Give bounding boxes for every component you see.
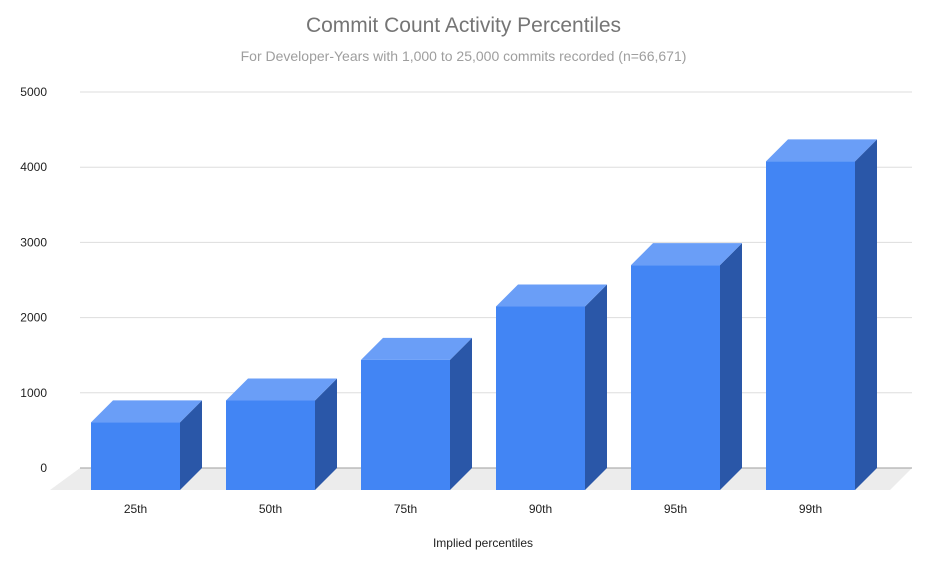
bar-front (226, 400, 315, 490)
y-axis-ticks: 0 1000 2000 3000 4000 5000 (20, 85, 47, 475)
y-tick-label: 0 (40, 461, 47, 475)
y-tick-label: 4000 (20, 160, 47, 174)
bar-25th (91, 400, 202, 490)
y-tick-label: 2000 (20, 311, 47, 325)
bar-top (766, 139, 877, 162)
bar-top (91, 400, 202, 423)
y-tick-label: 1000 (20, 386, 47, 400)
bar-top (496, 284, 607, 307)
bar-side (585, 284, 607, 490)
bar-top (361, 337, 472, 360)
chart-title: Commit Count Activity Percentiles (305, 14, 622, 37)
x-axis-ticks: 25th 50th 75th 90th 95th 99th (124, 502, 822, 516)
bar-front (631, 265, 720, 490)
bar-75th (361, 337, 472, 490)
bar-front (91, 422, 180, 490)
bar-top (226, 378, 337, 401)
bar-side (855, 139, 877, 490)
y-tick-label: 3000 (20, 235, 47, 249)
bar-95th (631, 243, 742, 490)
bar-top (631, 243, 742, 266)
bars (91, 139, 877, 490)
bar-99th (766, 139, 877, 490)
x-tick-label: 99th (799, 502, 822, 516)
bar-front (361, 359, 450, 490)
bar-50th (226, 378, 337, 490)
x-tick-label: 95th (664, 502, 687, 516)
bar-side (720, 243, 742, 490)
x-tick-label: 75th (394, 502, 417, 516)
bar-side (315, 378, 337, 490)
y-tick-label: 5000 (20, 85, 47, 99)
x-tick-label: 50th (259, 502, 282, 516)
x-tick-label: 90th (529, 502, 552, 516)
chart-subtitle: For Developer-Years with 1,000 to 25,000… (240, 48, 687, 64)
bar-side (180, 400, 202, 490)
bar-side (450, 337, 472, 490)
bar-90th (496, 284, 607, 490)
x-axis-title: Implied percentiles (433, 536, 533, 550)
bar-front (496, 306, 585, 490)
x-tick-label: 25th (124, 502, 147, 516)
bar-front (766, 161, 855, 490)
